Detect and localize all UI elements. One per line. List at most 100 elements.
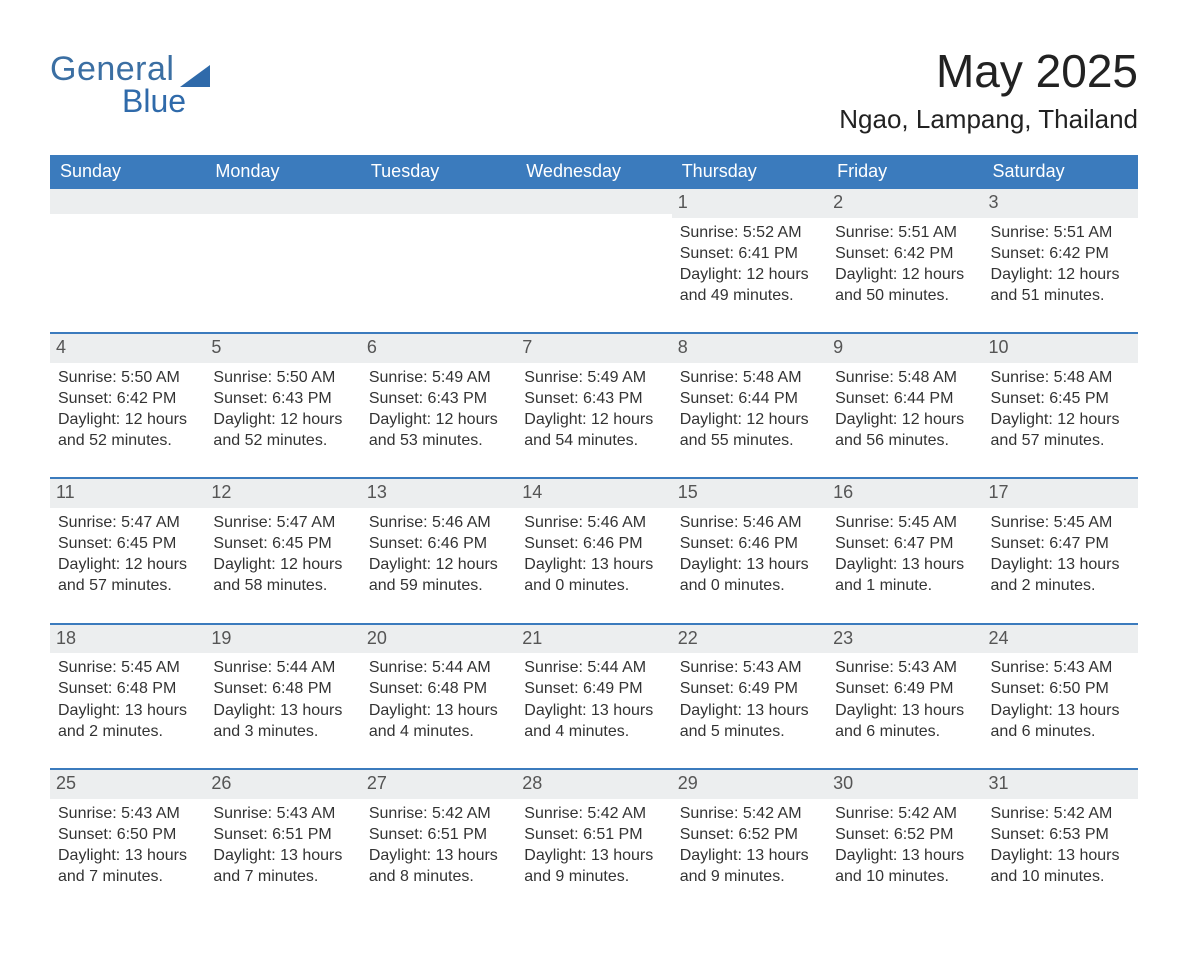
daylight-line-1: Daylight: 12 hours (58, 409, 197, 430)
sunset-line: Sunset: 6:45 PM (991, 388, 1130, 409)
day-number: 23 (827, 625, 982, 654)
sunrise-line: Sunrise: 5:48 AM (835, 367, 974, 388)
calendar-cell: 14Sunrise: 5:46 AMSunset: 6:46 PMDayligh… (516, 478, 671, 623)
sunset-line: Sunset: 6:45 PM (58, 533, 197, 554)
calendar-cell: 15Sunrise: 5:46 AMSunset: 6:46 PMDayligh… (672, 478, 827, 623)
daylight-line-2: and 9 minutes. (524, 866, 663, 887)
empty-day-band (50, 189, 205, 214)
daylight-line-2: and 58 minutes. (213, 575, 352, 596)
day-number: 8 (672, 334, 827, 363)
location-subtitle: Ngao, Lampang, Thailand (839, 104, 1138, 135)
day-number: 27 (361, 770, 516, 799)
sunset-line: Sunset: 6:46 PM (524, 533, 663, 554)
sunrise-line: Sunrise: 5:46 AM (369, 512, 508, 533)
sunset-line: Sunset: 6:42 PM (835, 243, 974, 264)
daylight-line-1: Daylight: 13 hours (991, 554, 1130, 575)
dayheader-sunday: Sunday (50, 155, 205, 189)
sunrise-line: Sunrise: 5:44 AM (369, 657, 508, 678)
sunset-line: Sunset: 6:47 PM (835, 533, 974, 554)
daylight-line-1: Daylight: 13 hours (524, 845, 663, 866)
day-number: 6 (361, 334, 516, 363)
daylight-line-1: Daylight: 13 hours (680, 700, 819, 721)
daylight-line-2: and 8 minutes. (369, 866, 508, 887)
calendar-head: Sunday Monday Tuesday Wednesday Thursday… (50, 155, 1138, 189)
sunset-line: Sunset: 6:48 PM (369, 678, 508, 699)
dayheader-wednesday: Wednesday (516, 155, 671, 189)
day-number: 2 (827, 189, 982, 218)
day-number: 5 (205, 334, 360, 363)
calendar-cell (516, 189, 671, 333)
day-number: 12 (205, 479, 360, 508)
daylight-line-1: Daylight: 13 hours (524, 700, 663, 721)
day-number: 19 (205, 625, 360, 654)
calendar-cell: 1Sunrise: 5:52 AMSunset: 6:41 PMDaylight… (672, 189, 827, 333)
daylight-line-2: and 2 minutes. (991, 575, 1130, 596)
month-title: May 2025 (839, 44, 1138, 98)
sunset-line: Sunset: 6:42 PM (58, 388, 197, 409)
sunset-line: Sunset: 6:44 PM (835, 388, 974, 409)
brand-word-2: Blue (122, 83, 186, 120)
daylight-line-2: and 53 minutes. (369, 430, 508, 451)
day-number: 11 (50, 479, 205, 508)
calendar-cell (50, 189, 205, 333)
calendar-cell: 9 Sunrise: 5:48 AMSunset: 6:44 PMDaylight… (827, 333, 982, 478)
calendar-cell: 17Sunrise: 5:45 AMSunset: 6:47 PMDayligh… (983, 478, 1138, 623)
day-number: 29 (672, 770, 827, 799)
daylight-line-1: Daylight: 12 hours (680, 264, 819, 285)
day-number: 9 (827, 334, 982, 363)
sunset-line: Sunset: 6:49 PM (524, 678, 663, 699)
day-number: 28 (516, 770, 671, 799)
daylight-line-1: Daylight: 12 hours (524, 409, 663, 430)
daylight-line-2: and 0 minutes. (680, 575, 819, 596)
daylight-line-2: and 1 minute. (835, 575, 974, 596)
calendar-week-row: 1Sunrise: 5:52 AMSunset: 6:41 PMDaylight… (50, 189, 1138, 333)
sunrise-line: Sunrise: 5:42 AM (369, 803, 508, 824)
sunrise-line: Sunrise: 5:47 AM (213, 512, 352, 533)
daylight-line-1: Daylight: 12 hours (835, 409, 974, 430)
calendar-week-row: 4Sunrise: 5:50 AMSunset: 6:42 PMDaylight… (50, 333, 1138, 478)
daylight-line-2: and 4 minutes. (369, 721, 508, 742)
day-number: 24 (983, 625, 1138, 654)
dayheader-saturday: Saturday (983, 155, 1138, 189)
sunrise-line: Sunrise: 5:45 AM (991, 512, 1130, 533)
calendar-cell: 11Sunrise: 5:47 AMSunset: 6:45 PMDayligh… (50, 478, 205, 623)
day-number: 14 (516, 479, 671, 508)
dayheader-tuesday: Tuesday (361, 155, 516, 189)
calendar-cell: 30Sunrise: 5:42 AMSunset: 6:52 PMDayligh… (827, 769, 982, 913)
day-number: 26 (205, 770, 360, 799)
sunset-line: Sunset: 6:49 PM (680, 678, 819, 699)
calendar-body: 1Sunrise: 5:52 AMSunset: 6:41 PMDaylight… (50, 189, 1138, 913)
brand-logo: General Blue (50, 30, 210, 120)
sunrise-line: Sunrise: 5:49 AM (524, 367, 663, 388)
calendar-cell: 31Sunrise: 5:42 AMSunset: 6:53 PMDayligh… (983, 769, 1138, 913)
sunrise-line: Sunrise: 5:45 AM (835, 512, 974, 533)
sunrise-line: Sunrise: 5:50 AM (213, 367, 352, 388)
calendar-cell: 10Sunrise: 5:48 AMSunset: 6:45 PMDayligh… (983, 333, 1138, 478)
day-number: 18 (50, 625, 205, 654)
day-number: 15 (672, 479, 827, 508)
daylight-line-2: and 50 minutes. (835, 285, 974, 306)
calendar-cell: 25Sunrise: 5:43 AMSunset: 6:50 PMDayligh… (50, 769, 205, 913)
calendar-cell (361, 189, 516, 333)
day-number: 20 (361, 625, 516, 654)
day-number: 3 (983, 189, 1138, 218)
sunset-line: Sunset: 6:46 PM (680, 533, 819, 554)
day-number: 13 (361, 479, 516, 508)
sunrise-line: Sunrise: 5:49 AM (369, 367, 508, 388)
sunset-line: Sunset: 6:50 PM (58, 824, 197, 845)
calendar-page: General Blue May 2025 Ngao, Lampang, Tha… (0, 0, 1188, 953)
day-number: 21 (516, 625, 671, 654)
sunrise-line: Sunrise: 5:43 AM (835, 657, 974, 678)
calendar-cell: 12Sunrise: 5:47 AMSunset: 6:45 PMDayligh… (205, 478, 360, 623)
sunset-line: Sunset: 6:44 PM (680, 388, 819, 409)
daylight-line-1: Daylight: 13 hours (835, 845, 974, 866)
daylight-line-2: and 52 minutes. (213, 430, 352, 451)
daylight-line-2: and 57 minutes. (58, 575, 197, 596)
daylight-line-2: and 52 minutes. (58, 430, 197, 451)
daylight-line-2: and 10 minutes. (991, 866, 1130, 887)
daylight-line-1: Daylight: 12 hours (680, 409, 819, 430)
calendar-cell: 8Sunrise: 5:48 AMSunset: 6:44 PMDaylight… (672, 333, 827, 478)
sunset-line: Sunset: 6:48 PM (213, 678, 352, 699)
sunset-line: Sunset: 6:52 PM (835, 824, 974, 845)
daylight-line-2: and 10 minutes. (835, 866, 974, 887)
